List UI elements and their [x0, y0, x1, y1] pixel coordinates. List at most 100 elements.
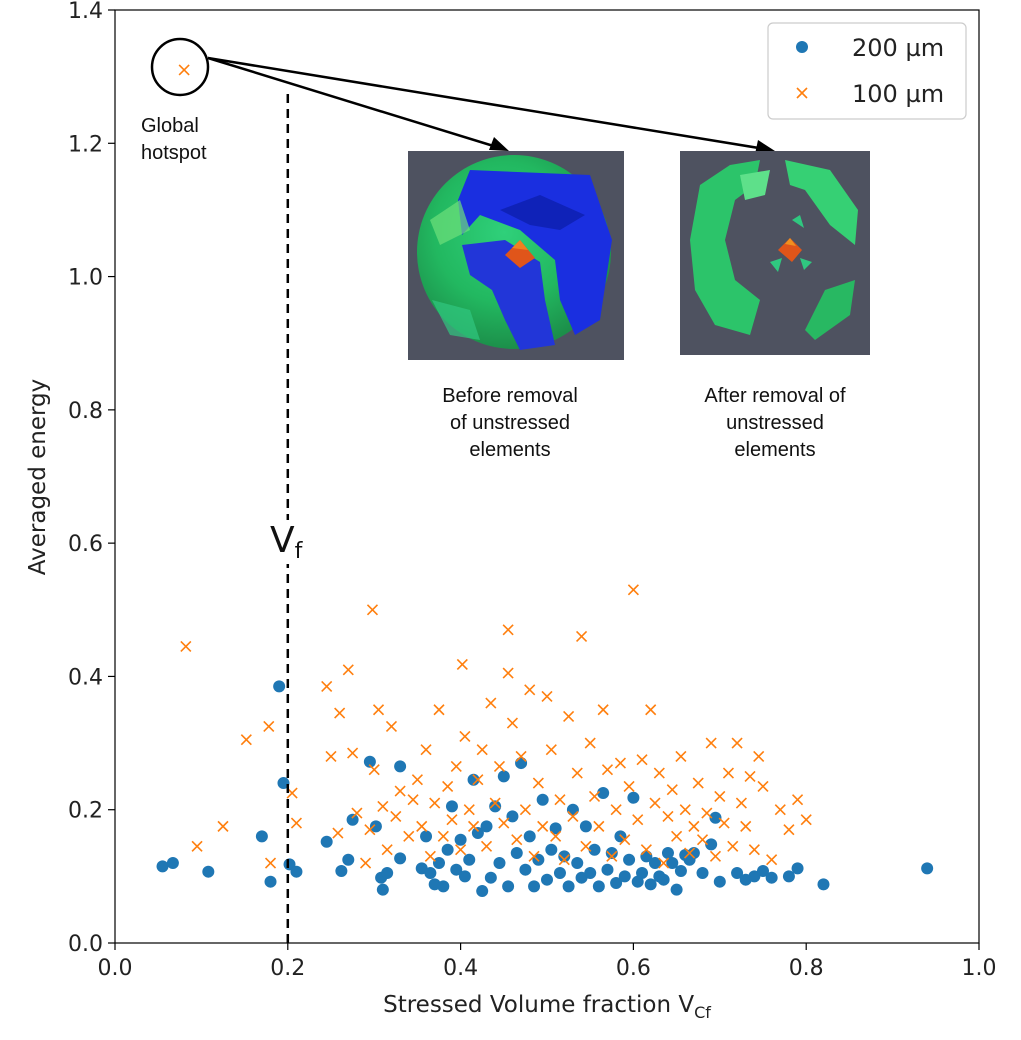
point-200um	[670, 883, 683, 896]
point-200um	[450, 863, 463, 876]
point-200um	[584, 867, 597, 880]
point-100um	[636, 754, 648, 766]
arrowhead-icon	[489, 137, 509, 151]
point-100um	[584, 737, 596, 749]
x-axis-label: Stressed Volume fraction VCf	[383, 992, 711, 1022]
point-200um	[320, 835, 333, 848]
point-100um	[597, 704, 609, 716]
point-200um	[335, 865, 348, 878]
point-200um	[273, 680, 286, 693]
point-100um	[191, 840, 203, 852]
point-100um	[364, 824, 376, 836]
point-100um	[476, 744, 488, 756]
point-200um	[493, 857, 506, 870]
point-100um	[217, 820, 229, 832]
point-100um	[372, 704, 385, 716]
point-100um	[390, 810, 402, 822]
point-100um	[791, 794, 804, 806]
inset-after-image	[680, 151, 870, 355]
point-200um	[592, 880, 605, 893]
inset-before-caption-line1: Before removal	[442, 385, 578, 407]
x-tick-label: 0.6	[616, 956, 651, 981]
legend-label-100: 100 µm	[852, 80, 944, 108]
point-200um	[666, 857, 679, 870]
point-100um	[381, 844, 393, 856]
inset-after-caption-line1: After removal of	[704, 385, 846, 407]
y-tick-label: 0.4	[68, 665, 103, 690]
point-200um	[376, 883, 389, 896]
point-100um	[632, 814, 644, 826]
legend-box	[767, 22, 967, 120]
point-200um	[649, 857, 661, 870]
inset-before-image	[408, 151, 624, 360]
point-200um	[454, 833, 467, 846]
point-100um	[459, 730, 471, 742]
point-100um	[263, 720, 275, 732]
point-200um	[202, 865, 215, 878]
point-100um	[671, 830, 683, 842]
point-200um	[346, 813, 359, 826]
y-tick-label: 0.6	[68, 532, 103, 557]
y-tick-label: 1.2	[68, 132, 103, 157]
point-200um	[731, 867, 744, 880]
point-200um	[545, 843, 558, 856]
point-100um	[645, 704, 657, 716]
point-100um	[394, 785, 406, 797]
point-100um	[580, 840, 592, 852]
point-100um	[718, 817, 730, 829]
point-200um	[290, 865, 303, 878]
point-100um	[640, 844, 652, 856]
point-100um	[493, 760, 506, 772]
vf-threshold: Vf	[268, 89, 310, 943]
point-200um	[506, 810, 519, 823]
point-100um	[463, 804, 475, 816]
point-100um	[606, 850, 618, 862]
global-hotspot-annotation: Global hotspot	[141, 37, 775, 164]
point-100um	[472, 774, 484, 786]
point-100um	[701, 807, 713, 819]
point-100um	[727, 840, 739, 852]
point-200um	[791, 862, 804, 875]
point-200um	[515, 757, 528, 770]
point-100um	[757, 780, 769, 792]
point-200um	[657, 873, 670, 886]
point-200um	[369, 820, 382, 833]
point-100um	[735, 797, 747, 809]
point-200um	[817, 878, 830, 891]
point-200um	[510, 847, 523, 860]
point-100um	[753, 750, 765, 762]
hotspot-label-line2: hotspot	[141, 142, 207, 164]
point-100um	[450, 760, 462, 772]
point-200um	[644, 878, 657, 891]
point-200um	[748, 870, 761, 883]
point-100um	[515, 750, 527, 762]
point-200um	[757, 865, 769, 878]
point-100um	[653, 767, 665, 779]
point-200um	[921, 862, 934, 875]
x-tick-label: 0.2	[270, 956, 305, 981]
point-100um	[511, 834, 523, 846]
point-100um	[614, 757, 627, 769]
point-200um	[433, 857, 445, 870]
y-tick-label: 1.4	[68, 0, 103, 24]
hotspot-label-line1: Global	[141, 115, 199, 137]
point-100um	[783, 824, 795, 836]
point-100um	[800, 814, 812, 826]
point-100um	[403, 830, 415, 842]
point-100um	[588, 790, 601, 802]
point-200um	[381, 867, 394, 880]
point-100um	[480, 840, 493, 852]
point-200um	[342, 853, 355, 866]
point-200um	[605, 847, 618, 860]
point-100um	[666, 784, 678, 796]
point-200um	[489, 800, 502, 813]
point-100um	[485, 697, 497, 709]
point-200um	[610, 877, 623, 890]
point-100um	[332, 827, 344, 839]
axis-ticks: 0.0 0.2 0.4 0.6 0.8 1.0 0.0 0.2 0.4 0.6 0.8 1.0 1.2 1…	[68, 0, 997, 981]
point-200um	[476, 885, 489, 898]
point-100um	[537, 820, 549, 832]
point-100um	[662, 810, 674, 822]
point-100um	[554, 794, 566, 806]
